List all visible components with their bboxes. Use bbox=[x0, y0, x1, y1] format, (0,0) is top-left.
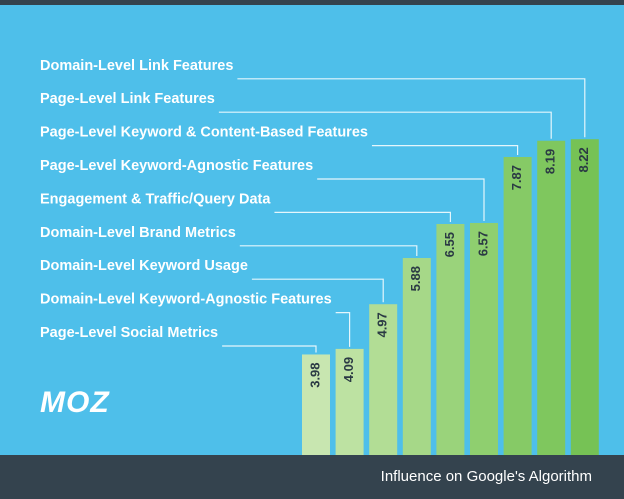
connector bbox=[371, 145, 519, 155]
logo: MOZ bbox=[40, 386, 110, 419]
connector bbox=[218, 111, 552, 139]
value-label: 8.22 bbox=[576, 147, 591, 172]
category-label: Page-Level Keyword & Content-Based Featu… bbox=[40, 125, 368, 141]
value-label: 4.09 bbox=[341, 357, 356, 382]
connector bbox=[237, 78, 586, 138]
value-label: 6.57 bbox=[475, 231, 490, 256]
value-label: 8.19 bbox=[543, 149, 558, 174]
connector bbox=[317, 178, 485, 221]
bar bbox=[402, 258, 431, 455]
value-label: 5.88 bbox=[408, 266, 423, 291]
value-label: 7.87 bbox=[509, 165, 524, 190]
bar bbox=[503, 156, 532, 455]
category-label: Page-Level Social Metrics bbox=[40, 325, 218, 341]
bar bbox=[470, 222, 498, 455]
connector bbox=[335, 312, 351, 347]
connector bbox=[239, 245, 418, 257]
value-label: 4.97 bbox=[375, 312, 390, 337]
bar bbox=[570, 139, 599, 455]
x-axis-label: Influence on Google's Algorithm bbox=[381, 468, 592, 485]
category-label: Page-Level Link Features bbox=[40, 91, 215, 107]
footer-bar bbox=[0, 455, 624, 499]
bar bbox=[436, 224, 465, 455]
category-label: Domain-Level Keyword Usage bbox=[40, 258, 248, 274]
connector bbox=[251, 278, 384, 303]
connector bbox=[274, 211, 451, 222]
connector bbox=[222, 345, 317, 353]
bar bbox=[537, 140, 566, 455]
bar bbox=[302, 354, 330, 455]
top-bar bbox=[0, 0, 624, 5]
category-label: Domain-Level Link Features bbox=[40, 58, 233, 74]
bar bbox=[335, 348, 364, 455]
bar bbox=[369, 304, 398, 455]
value-label: 3.98 bbox=[307, 362, 322, 387]
category-label: Engagement & Traffic/Query Data bbox=[40, 191, 271, 207]
category-label: Domain-Level Keyword-Agnostic Features bbox=[40, 292, 332, 308]
category-label: Domain-Level Brand Metrics bbox=[40, 225, 236, 241]
value-label: 6.55 bbox=[442, 232, 457, 257]
category-label: Page-Level Keyword-Agnostic Features bbox=[40, 158, 313, 174]
